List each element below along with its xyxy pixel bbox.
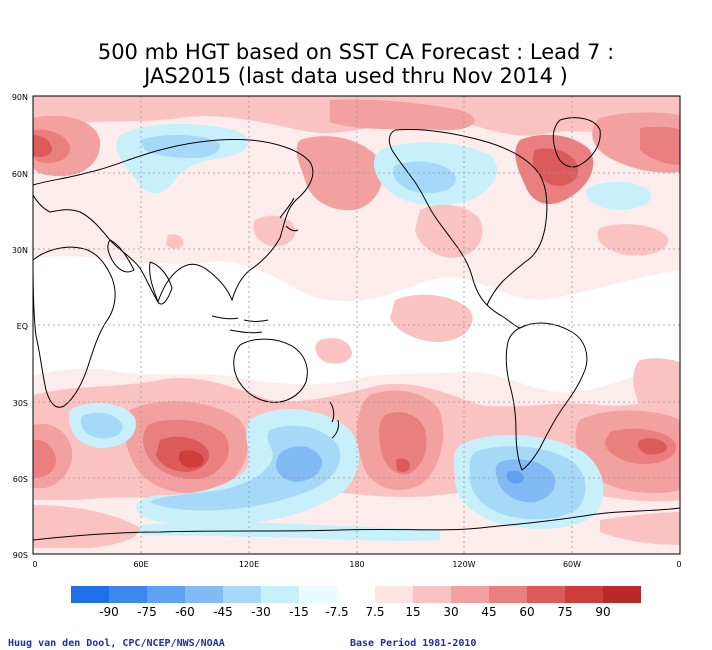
amundsen-blue-3 [495,459,556,503]
indian-ocean-high-4 [178,450,204,468]
colorbar-swatch [223,586,261,603]
s-indian-blue-core [80,412,123,439]
indonesia-outline [211,315,269,334]
lat-label: 30N [12,246,28,255]
lon-label: 180 [349,560,364,569]
lon-label: 0 [676,560,681,569]
colorbar-label: -60 [175,605,195,619]
n-atlantic-red-core [532,148,579,186]
colorbar-swatch [71,586,109,603]
nh-scatter-pink [166,234,184,249]
colorbar-swatch [261,586,299,603]
nz-outline [329,401,339,439]
colorbar-swatch [527,586,565,603]
base-period-text: Base Period 1981-2010 [350,638,477,649]
colorbar-label: -75 [137,605,157,619]
japan-outline [279,197,299,232]
credit-text: Huug van den Dool, CPC/NCEP/NWS/NOAA [8,638,225,649]
lat-label: 60N [12,170,28,179]
antarctica-outline [33,507,680,541]
colorbar: -90 -75 -60 -45 -30 -15 -7.5 7.5 15 30 45 60 75 90 [71,586,641,619]
colorbar-swatch [565,586,603,603]
lat-label: 90N [12,93,28,102]
map-frame [32,95,681,555]
colorbar-label: -7.5 [325,605,348,619]
colorbar-swatch [451,586,489,603]
nh-asia-pink [253,215,296,247]
colorbar-label: 90 [595,605,610,619]
amundsen-blue-4 [506,470,524,484]
colorbar-swatch [489,586,527,603]
greenland-outline [552,117,601,168]
colorbar-label: 45 [481,605,496,619]
lat-label: EQ [17,322,28,331]
nz-blue-3 [275,446,323,482]
colorbar-label: -90 [99,605,119,619]
alaska-blue-core [392,161,456,194]
nh-polar-core [330,99,475,131]
colorbar-label: 60 [519,605,534,619]
colorbar-swatch [299,586,337,603]
lon-label: 120W [452,560,475,569]
india-outline [149,261,173,305]
colorbar-swatch [375,586,413,603]
colorbar-swatch [147,586,185,603]
colorbar-label: -45 [213,605,233,619]
zero-band-tropics [33,256,680,393]
chart-title-line-2: JAS2015 (last data used thru Nov 2014 ) [144,64,568,88]
trop-scatter-pink [315,338,352,364]
eurasia-outline [33,139,314,304]
lon-label: 0 [32,560,37,569]
colorbar-label: 15 [405,605,420,619]
colorbar-label: -30 [251,605,271,619]
colorbar-swatch [185,586,223,603]
africa-outline [33,246,116,408]
colorbar-swatch [603,586,641,603]
lon-axis: 0 60E 120E 180 120W 60W 0 [32,560,681,569]
lat-label: 30S [13,399,28,408]
central-america-outline [486,304,521,329]
colorbar-swatch [109,586,147,603]
nh-atlantic-pink [597,224,669,256]
antarctic-blue-strip [140,521,440,541]
australia-outline [233,338,308,403]
s-pacific-high-2 [379,412,427,475]
lon-label: 60E [133,560,148,569]
lon-label: 60W [563,560,581,569]
colorbar-label: -15 [289,605,309,619]
colorbar-label: 30 [443,605,458,619]
chart-title-line-1: 500 mb HGT based on SST CA Forecast : Le… [97,40,615,64]
w-edge-high-2 [33,439,56,478]
colorbar-swatch [413,586,451,603]
colorbar-label: 7.5 [365,605,384,619]
europe-red-3 [33,135,52,157]
nh-pacific-pink [415,204,483,258]
s-atlantic-high-3 [638,438,667,455]
colorbar-label: 75 [557,605,572,619]
s-america-outline [505,322,588,471]
map-gridlines [33,96,680,554]
lon-label: 120E [239,560,259,569]
continent-outlines [33,117,680,541]
colorbar-swatch [337,586,375,603]
nz-blue-2 [150,425,341,511]
lat-label: 90S [13,551,28,560]
lat-axis: 90N 60N 30N EQ 30S 60S 90S [12,93,28,560]
s-pacific-high-3 [396,458,410,473]
trop-pacific-pink [390,294,473,342]
antarctic-pink-right [600,512,680,545]
siberia-blue-core [140,134,220,158]
map-field [33,96,680,554]
n-atlantic-blue [586,181,651,210]
n-america-outline [388,129,548,306]
atlantic-red-right-2 [640,126,680,165]
lat-label: 60S [13,475,28,484]
